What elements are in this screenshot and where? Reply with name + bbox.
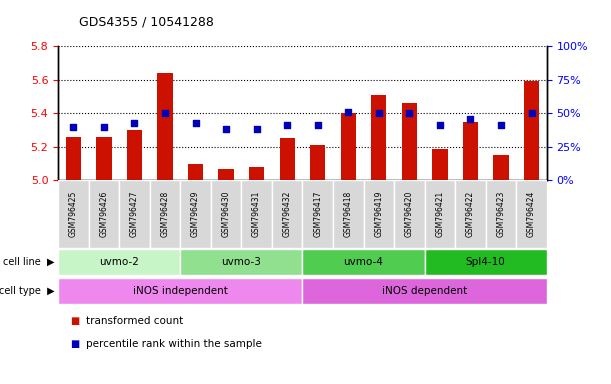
Bar bbox=[249, 167, 264, 180]
Text: uvmo-3: uvmo-3 bbox=[221, 257, 262, 267]
Bar bbox=[66, 137, 81, 180]
Bar bbox=[524, 81, 540, 180]
Bar bbox=[272, 180, 302, 248]
Bar bbox=[371, 95, 386, 180]
Bar bbox=[211, 180, 241, 248]
Text: Spl4-10: Spl4-10 bbox=[466, 257, 506, 267]
Point bbox=[313, 122, 323, 128]
Text: cell line  ▶: cell line ▶ bbox=[4, 257, 55, 267]
Text: GSM796423: GSM796423 bbox=[497, 191, 505, 237]
Bar bbox=[341, 113, 356, 180]
Text: GSM796432: GSM796432 bbox=[283, 191, 291, 237]
Point bbox=[130, 119, 139, 126]
Bar bbox=[302, 180, 333, 248]
Text: GSM796419: GSM796419 bbox=[375, 191, 383, 237]
Bar bbox=[150, 180, 180, 248]
Text: GSM796426: GSM796426 bbox=[100, 191, 108, 237]
Bar bbox=[425, 249, 547, 275]
Bar bbox=[89, 180, 119, 248]
Bar bbox=[58, 249, 180, 275]
Text: percentile rank within the sample: percentile rank within the sample bbox=[86, 339, 262, 349]
Point bbox=[68, 124, 78, 130]
Text: ■: ■ bbox=[70, 316, 79, 326]
Text: uvmo-4: uvmo-4 bbox=[343, 257, 384, 267]
Bar bbox=[310, 145, 326, 180]
Bar bbox=[241, 180, 272, 248]
Text: GSM796421: GSM796421 bbox=[436, 191, 444, 237]
Bar bbox=[58, 180, 89, 248]
Bar bbox=[333, 180, 364, 248]
Bar bbox=[180, 249, 302, 275]
Bar bbox=[97, 137, 112, 180]
Point bbox=[252, 126, 262, 132]
Text: GDS4355 / 10541288: GDS4355 / 10541288 bbox=[79, 15, 214, 28]
Point bbox=[343, 109, 353, 115]
Text: GSM796428: GSM796428 bbox=[161, 191, 169, 237]
Bar bbox=[425, 180, 455, 248]
Text: uvmo-2: uvmo-2 bbox=[99, 257, 139, 267]
Point bbox=[374, 110, 384, 116]
Text: GSM796430: GSM796430 bbox=[222, 191, 230, 237]
Bar bbox=[119, 180, 150, 248]
Point bbox=[282, 122, 292, 128]
Text: GSM796422: GSM796422 bbox=[466, 191, 475, 237]
Bar bbox=[280, 139, 295, 180]
Text: GSM796427: GSM796427 bbox=[130, 191, 139, 237]
Text: GSM796417: GSM796417 bbox=[313, 191, 322, 237]
Text: iNOS dependent: iNOS dependent bbox=[382, 286, 467, 296]
Bar bbox=[188, 164, 203, 180]
Point bbox=[221, 126, 231, 132]
Point bbox=[466, 116, 475, 122]
Bar bbox=[516, 180, 547, 248]
Text: iNOS independent: iNOS independent bbox=[133, 286, 228, 296]
Point bbox=[496, 122, 506, 128]
Bar bbox=[158, 73, 173, 180]
Bar bbox=[127, 130, 142, 180]
Bar bbox=[219, 169, 234, 180]
Bar bbox=[463, 122, 478, 180]
Bar bbox=[455, 180, 486, 248]
Bar bbox=[494, 155, 508, 180]
Text: GSM796431: GSM796431 bbox=[252, 191, 261, 237]
Point bbox=[527, 110, 536, 116]
Text: GSM796424: GSM796424 bbox=[527, 191, 536, 237]
Point bbox=[160, 110, 170, 116]
Bar bbox=[394, 180, 425, 248]
Bar bbox=[486, 180, 516, 248]
Bar bbox=[402, 103, 417, 180]
Text: GSM796420: GSM796420 bbox=[405, 191, 414, 237]
Text: GSM796425: GSM796425 bbox=[69, 191, 78, 237]
Text: transformed count: transformed count bbox=[86, 316, 183, 326]
Point bbox=[404, 110, 414, 116]
Text: GSM796418: GSM796418 bbox=[344, 191, 353, 237]
Bar bbox=[433, 149, 447, 180]
Bar bbox=[302, 278, 547, 304]
Bar bbox=[58, 278, 302, 304]
Text: GSM796429: GSM796429 bbox=[191, 191, 200, 237]
Point bbox=[191, 119, 200, 126]
Text: ■: ■ bbox=[70, 339, 79, 349]
Point bbox=[435, 122, 445, 128]
Point bbox=[99, 124, 109, 130]
Text: cell type  ▶: cell type ▶ bbox=[0, 286, 55, 296]
Bar bbox=[364, 180, 394, 248]
Bar bbox=[180, 180, 211, 248]
Bar bbox=[302, 249, 425, 275]
